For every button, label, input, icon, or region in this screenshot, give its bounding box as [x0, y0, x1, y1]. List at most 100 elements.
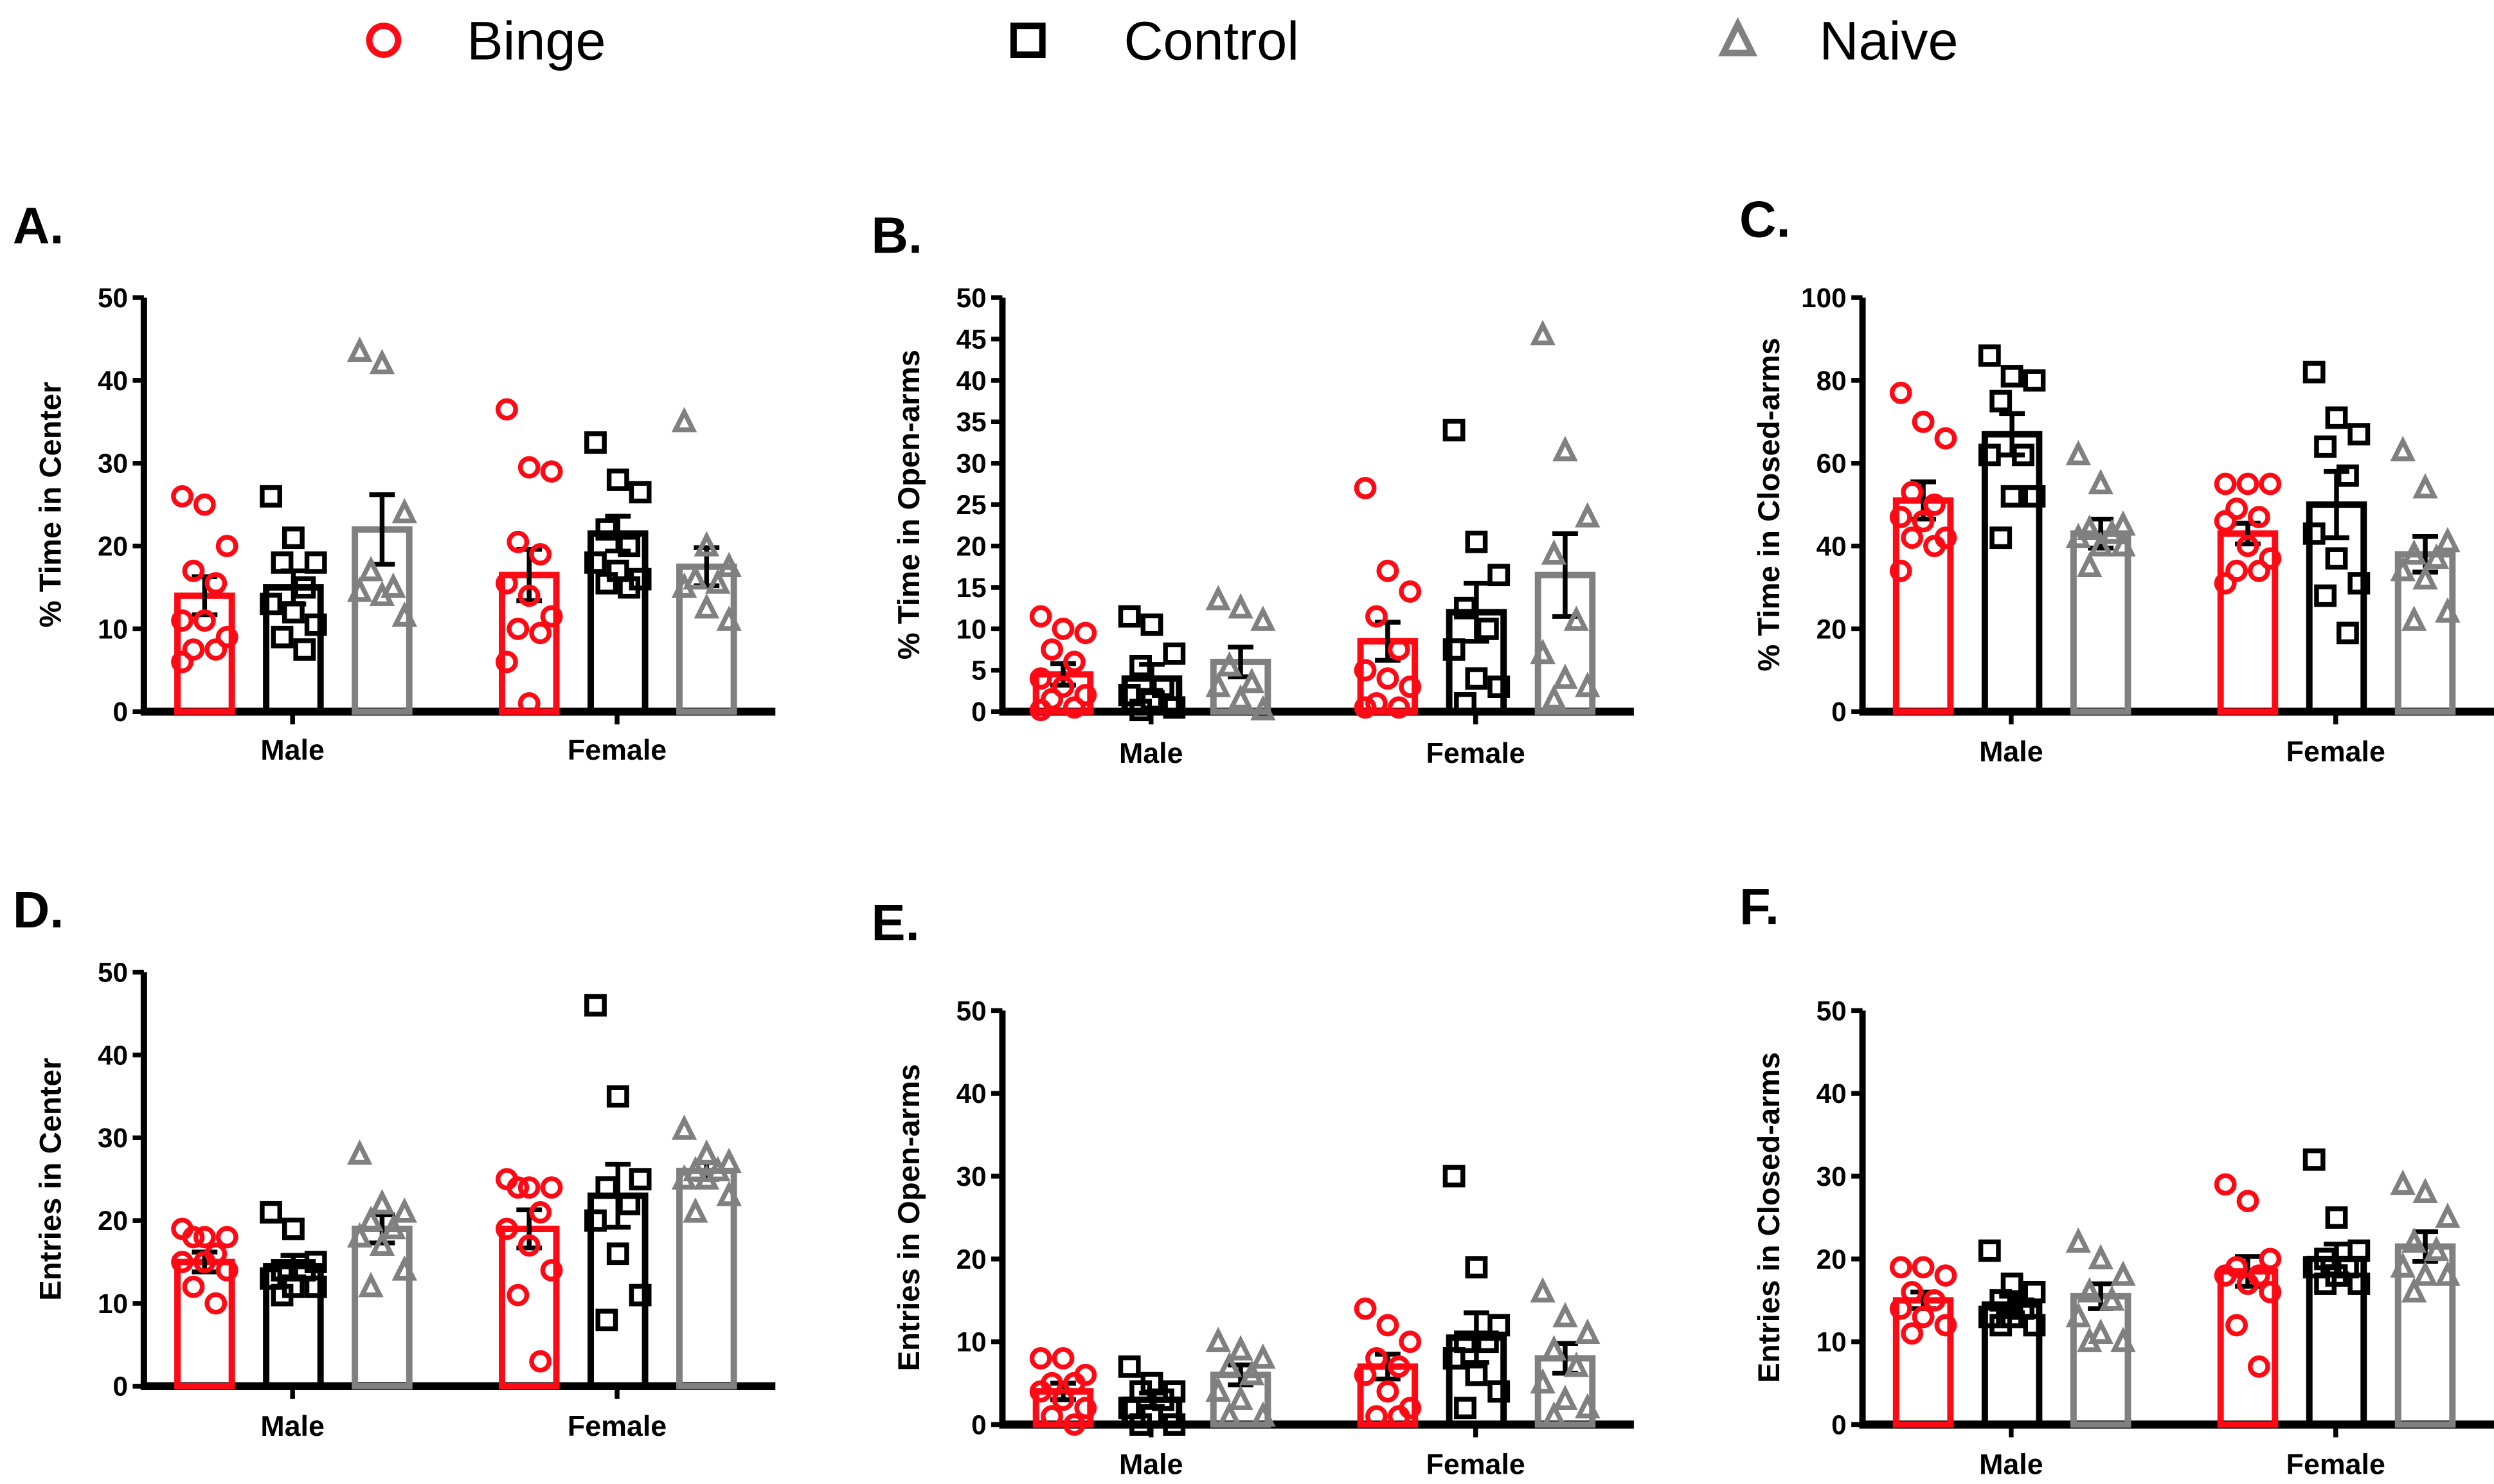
- data-point-naive: [1205, 1327, 1231, 1352]
- data-point-binge: [507, 617, 530, 640]
- bar-naive-male: [2070, 530, 2131, 715]
- data-point-naive: [2401, 605, 2427, 631]
- data-point-binge: [540, 1259, 563, 1282]
- data-point-control: [1465, 530, 1488, 553]
- data-point-binge: [1029, 667, 1052, 690]
- data-point-binge: [1052, 617, 1075, 640]
- x-tick-label: Female: [2286, 1449, 2385, 1481]
- data-point-control: [1163, 1413, 1186, 1436]
- data-point-binge: [182, 1275, 205, 1298]
- data-point-naive: [2423, 1235, 2450, 1262]
- data-point-naive: [1575, 1393, 1601, 1418]
- data-point-naive: [2401, 1227, 2427, 1253]
- data-point-naive: [2088, 469, 2113, 495]
- data-point-control: [260, 593, 282, 616]
- data-point-naive: [1216, 1352, 1243, 1377]
- data-point-binge: [1376, 667, 1399, 690]
- data-point-control: [618, 535, 641, 557]
- data-point-binge: [496, 1217, 518, 1240]
- data-point-binge: [2259, 1247, 2282, 1271]
- data-point-binge: [1387, 1405, 1410, 1428]
- data-point-naive: [1530, 638, 1556, 665]
- panel-letter: B.: [872, 206, 923, 264]
- data-point-control: [2325, 547, 2348, 570]
- data-point-naive: [1530, 1368, 1556, 1394]
- y-tick-label: 45: [956, 324, 987, 354]
- data-point-control: [1454, 1397, 1476, 1420]
- data-point-binge: [1052, 1347, 1075, 1370]
- data-point-control: [1118, 1355, 1141, 1378]
- data-point-binge: [1387, 1355, 1410, 1378]
- legend-naive-label: Naive: [1819, 10, 1958, 71]
- panel-letter: E.: [872, 894, 920, 951]
- data-point-control: [618, 1192, 641, 1215]
- data-point-binge: [2247, 506, 2270, 528]
- data-point-naive: [683, 1197, 708, 1223]
- y-tick-label: 40: [956, 1078, 987, 1109]
- x-tick-label: Male: [1119, 1449, 1183, 1481]
- data-point-control: [584, 431, 607, 454]
- data-point-naive: [391, 1255, 417, 1281]
- data-point-control: [2337, 621, 2359, 645]
- data-point-control: [2023, 485, 2046, 508]
- data-point-binge: [496, 572, 518, 594]
- data-point-naive: [391, 1197, 417, 1223]
- data-point-binge: [2214, 1264, 2237, 1287]
- data-point-naive: [1239, 667, 1265, 693]
- data-point-control: [1442, 1347, 1466, 1370]
- panel-letter: D.: [13, 881, 64, 938]
- y-tick-label: 30: [1817, 1161, 1847, 1192]
- y-tick-label: 50: [956, 283, 987, 313]
- data-point-binge: [193, 493, 216, 516]
- data-point-naive: [2435, 1260, 2461, 1286]
- data-point-naive: [2412, 473, 2438, 499]
- data-point-naive: [1228, 1335, 1253, 1361]
- y-tick-label: 0: [1831, 1409, 1847, 1440]
- data-point-control: [2314, 1273, 2337, 1295]
- y-tick-label: 50: [98, 958, 128, 988]
- data-point-control: [1454, 692, 1476, 715]
- data-point-binge: [182, 1226, 205, 1249]
- legend-control-label: Control: [1124, 10, 1299, 71]
- data-point-naive: [2110, 1327, 2136, 1352]
- data-point-binge: [1365, 1347, 1388, 1370]
- x-tick-label: Female: [568, 734, 667, 766]
- data-point-naive: [2077, 551, 2103, 577]
- data-point-binge: [1029, 605, 1052, 628]
- y-axis-label: Entries in Open-arms: [892, 1064, 926, 1371]
- data-point-naive: [2390, 1252, 2416, 1278]
- y-tick-label: 50: [1817, 996, 1847, 1026]
- x-tick-label: Male: [1979, 1449, 2043, 1481]
- y-tick-label: 10: [956, 1327, 987, 1357]
- data-point-binge: [1354, 659, 1377, 682]
- data-point-naive: [2077, 1327, 2103, 1352]
- data-point-binge: [2236, 472, 2259, 496]
- data-point-binge: [1354, 476, 1377, 499]
- y-axis-label: Entries in Closed-arms: [1752, 1052, 1786, 1383]
- y-tick-label: 5: [971, 656, 987, 686]
- data-point-control: [260, 485, 282, 508]
- data-point-naive: [2065, 1301, 2092, 1328]
- data-point-naive: [2088, 1244, 2113, 1270]
- y-tick-label: 40: [98, 366, 128, 396]
- data-point-binge: [1889, 506, 1912, 528]
- data-point-control: [1989, 389, 2013, 413]
- data-point-naive: [381, 572, 406, 598]
- data-point-control: [1129, 1413, 1153, 1436]
- data-point-binge: [1934, 1314, 1957, 1337]
- data-point-binge: [1399, 675, 1422, 699]
- panel-c: C. 0 20 40 60 80 100 % Time in Closed-arms Male F…: [1739, 191, 2494, 767]
- data-point-naive: [2412, 564, 2438, 590]
- data-point-binge: [171, 650, 193, 674]
- data-point-control: [1476, 1330, 1499, 1354]
- data-point-binge: [529, 1201, 552, 1224]
- data-point-control: [271, 1283, 294, 1307]
- data-point-naive: [391, 601, 417, 627]
- data-point-control: [1487, 1380, 1511, 1403]
- data-point-binge: [2225, 559, 2248, 582]
- data-point-naive: [1250, 605, 1276, 631]
- data-point-binge: [1387, 696, 1410, 719]
- data-point-control: [2347, 572, 2371, 594]
- data-point-naive: [671, 407, 697, 433]
- data-point-control: [304, 551, 327, 574]
